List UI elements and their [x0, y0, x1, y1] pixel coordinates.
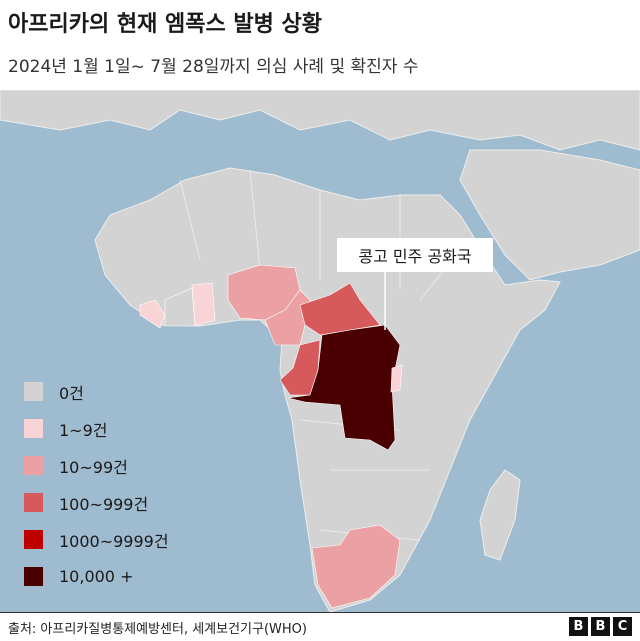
legend-swatch: [24, 382, 43, 401]
country-drc: [287, 324, 401, 451]
europe-land: [0, 90, 640, 151]
logo-letter: B: [569, 617, 588, 636]
legend-item: 1~9건: [24, 410, 169, 447]
country-rwanda-burundi: [390, 364, 403, 393]
logo-letter: B: [591, 617, 610, 636]
chart-subtitle: 2024년 1월 1일~ 7월 28일까지 의심 사례 및 확진자 수: [8, 57, 419, 77]
legend-swatch: [24, 493, 43, 512]
country-south-africa: [311, 524, 401, 609]
country-car: [299, 282, 381, 336]
legend: 0건 1~9건 10~99건 100~999건 1000~9999건 10,00…: [24, 373, 169, 595]
bbc-logo: B B C: [569, 617, 632, 636]
legend-item: 10,000 +: [24, 558, 169, 595]
legend-swatch: [24, 419, 43, 438]
source-text: 출처: 아프리카질병통제예방센터, 세계보건기구(WHO): [8, 622, 307, 637]
legend-swatch: [24, 456, 43, 475]
madagascar: [479, 469, 521, 561]
chart-title: 아프리카의 현재 엠폭스 발병 상황: [8, 12, 322, 37]
legend-item: 10~99건: [24, 447, 169, 484]
legend-label: 100~999건: [59, 494, 149, 514]
africa-map: [0, 90, 640, 612]
country-cote-divoire: [164, 287, 196, 327]
legend-item: 1000~9999건: [24, 521, 169, 558]
callout-drc: 콩고 민주 공화국: [337, 238, 493, 272]
country-cameroon: [264, 289, 311, 346]
footer: 출처: 아프리카질병통제예방센터, 세계보건기구(WHO) B B C: [0, 612, 640, 641]
legend-label: 1~9건: [59, 420, 108, 440]
legend-label: 10,000 +: [59, 567, 134, 586]
legend-swatch: [24, 530, 43, 549]
legend-label: 0건: [59, 383, 84, 403]
country-ghana: [191, 282, 216, 327]
arabia-land: [459, 149, 640, 281]
legend-item: 100~999건: [24, 484, 169, 521]
legend-swatch: [24, 567, 43, 586]
legend-label: 1000~9999건: [59, 531, 169, 551]
country-liberia: [139, 299, 166, 329]
legend-item: 0건: [24, 373, 169, 410]
country-congo: [279, 339, 321, 396]
legend-label: 10~99건: [59, 457, 128, 477]
logo-letter: C: [613, 617, 632, 636]
